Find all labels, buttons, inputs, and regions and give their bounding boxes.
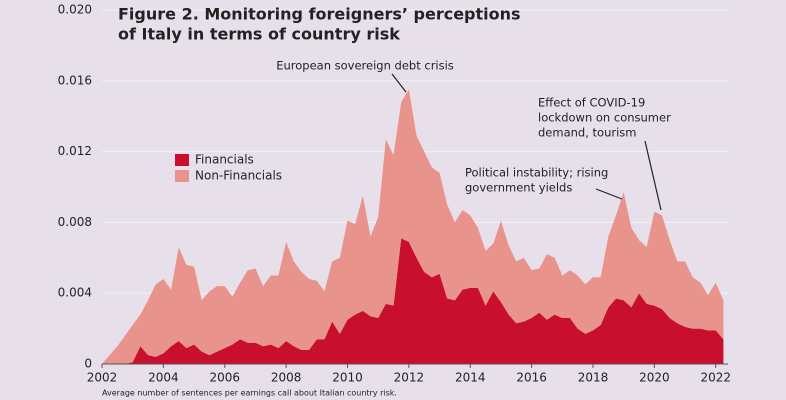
y-tick-label: 0.008	[58, 215, 92, 229]
y-tick-label: 0.004	[58, 286, 92, 300]
y-tick-label: 0.020	[58, 3, 92, 17]
footnote: Average number of sentences per earnings…	[102, 389, 397, 398]
annotation: government yields	[465, 181, 572, 195]
annotation-line	[644, 140, 662, 211]
y-tick-label: 0.016	[58, 73, 92, 87]
x-tick-label: 2020	[639, 371, 670, 385]
legend-label: Non-Financials	[195, 169, 282, 183]
chart-title: Figure 2. Monitoring foreigners’ percept…	[118, 5, 521, 24]
legend-label: Financials	[195, 153, 254, 167]
annotation: Political instability; rising	[465, 166, 608, 180]
annotation: Effect of COVID-19	[538, 96, 645, 110]
plot-area	[102, 9, 728, 365]
annotation: lockdown on consumer	[538, 111, 671, 125]
x-tick-label: 2004	[148, 371, 179, 385]
area	[102, 238, 724, 364]
annotation-line	[595, 188, 623, 200]
x-tick-label: 2016	[516, 371, 547, 385]
x-tick-label: 2012	[394, 371, 425, 385]
y-tick-label: 0	[84, 357, 92, 371]
x-tick-label: 2022	[700, 371, 731, 385]
annotation: European sovereign debt crisis	[276, 59, 454, 73]
x-tick-label: 2014	[455, 371, 486, 385]
x-tick-label: 2018	[578, 371, 609, 385]
annotation: demand, tourism	[538, 126, 636, 140]
x-tick-label: 2006	[209, 371, 240, 385]
x-tick-label: 2010	[332, 371, 363, 385]
chart-title: of Italy in terms of country risk	[118, 25, 400, 44]
x-tick-label: 2008	[271, 371, 302, 385]
legend-swatch	[175, 170, 189, 182]
legend-swatch	[175, 154, 189, 166]
x-tick-label: 2002	[87, 371, 118, 385]
annotation-line	[391, 73, 407, 93]
y-tick-label: 0.012	[58, 144, 92, 158]
area	[102, 89, 724, 365]
